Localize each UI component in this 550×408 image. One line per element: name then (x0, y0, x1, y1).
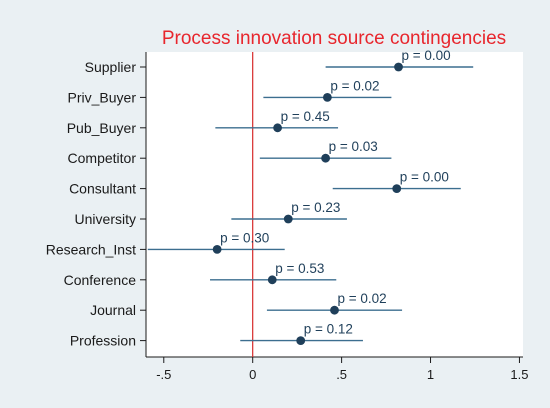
p-value-label: p = 0.03 (329, 139, 378, 154)
p-value-label: p = 0.53 (275, 261, 324, 276)
point-estimate-marker (296, 336, 306, 345)
point-estimate-marker (212, 245, 222, 254)
p-value-label: p = 0.02 (338, 291, 387, 306)
x-tick-label: 1 (427, 367, 434, 382)
y-tick-label-competitor: Competitor (68, 150, 137, 166)
p-value-label: p = 0.00 (402, 48, 451, 63)
point-estimate-marker (322, 93, 332, 102)
point-estimate-marker (330, 305, 339, 315)
p-value-label: p = 0.23 (291, 200, 340, 215)
y-tick-label-supplier: Supplier (85, 59, 137, 75)
x-tick-label: 0 (249, 367, 256, 382)
y-tick-label-consultant: Consultant (69, 181, 136, 197)
x-tick-label: .5 (336, 367, 347, 382)
p-value-label: p = 0.45 (281, 109, 330, 124)
point-estimate-marker (273, 123, 282, 133)
x-tick-label: -.5 (156, 367, 171, 382)
y-tick-label-journal: Journal (90, 302, 136, 318)
point-estimate-marker (267, 275, 277, 285)
y-tick-label-profession: Profession (70, 333, 136, 349)
chart-title: Process innovation source contingencies (162, 28, 506, 49)
p-value-label: p = 0.00 (400, 170, 449, 185)
point-estimate-marker (392, 184, 402, 194)
y-tick-label-university: University (75, 211, 136, 227)
point-estimate-marker (321, 153, 331, 163)
y-tick-label-pub-buyer: Pub_Buyer (67, 120, 137, 136)
point-estimate-marker (283, 214, 293, 224)
p-value-label: p = 0.12 (304, 322, 353, 337)
y-tick-label-research-inst: Research_Inst (46, 241, 136, 257)
y-tick-label-conference: Conference (64, 272, 137, 288)
p-value-label: p = 0.30 (220, 230, 269, 245)
p-value-label: p = 0.02 (330, 78, 379, 93)
y-tick-label-priv-buyer: Priv_Buyer (68, 89, 137, 105)
point-estimate-marker (394, 62, 403, 72)
x-tick-label: 1.5 (510, 367, 528, 382)
